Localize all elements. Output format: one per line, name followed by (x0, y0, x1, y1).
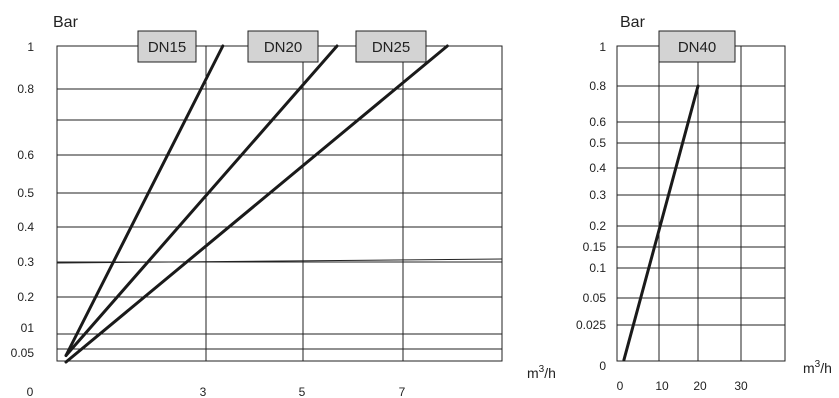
series-tag-box (355, 30, 427, 63)
y-tick-label: 0.05 (11, 346, 35, 360)
x-axis-label: m3/h (527, 364, 556, 381)
series-tag-box (658, 30, 736, 63)
y-tick-label: 0.2 (589, 219, 606, 233)
y-tick-label: 0.4 (17, 220, 34, 234)
x-tick-label: 7 (399, 385, 406, 398)
y-tick-label: 0.5 (589, 136, 606, 150)
h-gridline (56, 258, 503, 264)
y-tick-label: 0.2 (17, 290, 34, 304)
y-tick-label: 0.6 (589, 115, 606, 129)
series-tag-box (137, 30, 197, 63)
y-axis-label: Bar (620, 14, 646, 31)
y-tick-label: 0.8 (589, 79, 606, 93)
series-tag-label: DN15 (148, 39, 186, 56)
x-tick-label: 3 (200, 385, 207, 398)
chart-1: 1 0.8 0.6 0.5 0.4 0.3 0.2 01 0.05 0 3 5 7 Bar m3/h DN15… (11, 14, 556, 398)
x-axis-label: m3/h (803, 359, 832, 376)
y-tick-label: 1 (599, 40, 606, 54)
y-tick-label: 01 (21, 321, 35, 335)
y-tick-label: 0.8 (17, 82, 34, 96)
y-tick-label: 0 (599, 359, 606, 373)
series-line-dn25 (64, 44, 449, 364)
series-tag-label: DN20 (264, 39, 302, 56)
series-line-dn40 (622, 84, 700, 362)
chart-2: 1 0.8 0.6 0.5 0.4 0.3 0.2 0.15 0.1 0.05 0.025 00 10 2… (576, 14, 832, 393)
y-tick-label: 0.1 (589, 261, 606, 275)
y-tick-label: 1 (27, 40, 34, 54)
y-tick-label: 0.025 (576, 318, 606, 332)
x-tick-label: 10 (655, 379, 669, 393)
x-tick-label: 30 (734, 379, 748, 393)
y-axis-label: Bar (53, 14, 79, 31)
y-tick-label: 0.4 (589, 161, 606, 175)
series-tag-label: DN25 (372, 39, 410, 56)
x-tick-label: 20 (693, 379, 707, 393)
series-tag-label: DN40 (678, 39, 716, 56)
y-tick-label: 0.5 (17, 186, 34, 200)
y-tick-label: 0.05 (583, 291, 607, 305)
series-line-dn20 (64, 44, 339, 357)
x-tick-label: 5 (299, 385, 306, 398)
y-tick-label: 0.3 (17, 255, 34, 269)
plot-frame (616, 45, 786, 362)
y-tick-label: 0.3 (589, 188, 606, 202)
y-tick-label: 0.6 (17, 148, 34, 162)
x-tick-label: 0 (617, 379, 624, 393)
series-tag-box (247, 30, 319, 63)
y-tick-label: 0.15 (583, 240, 607, 254)
series-line-dn15 (64, 44, 225, 357)
x-tick-label: 0 (27, 385, 34, 398)
